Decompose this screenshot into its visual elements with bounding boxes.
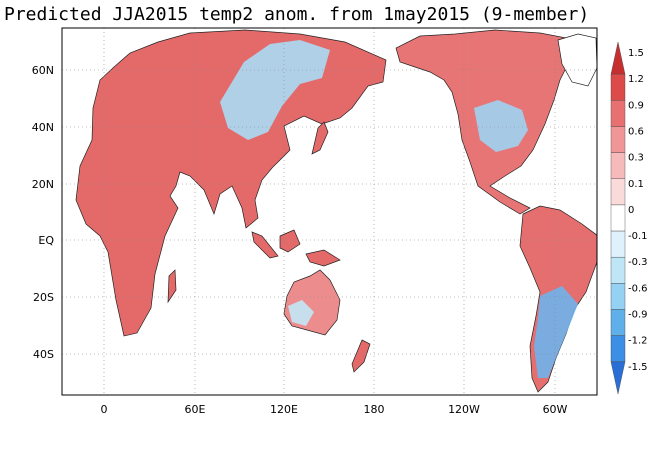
japan xyxy=(311,121,329,155)
colorbar-tick-label: -0.1 xyxy=(628,231,648,242)
us-midwest-cool-anomaly xyxy=(474,100,528,152)
central-asia-cool-anomaly xyxy=(220,40,330,140)
latitude-tick-label: 20S xyxy=(33,291,54,304)
new-guinea xyxy=(305,249,341,267)
longitude-tick-label: 120W xyxy=(448,403,480,416)
latitude-tick-label: 60N xyxy=(32,64,54,77)
colorbar-segment xyxy=(610,152,626,179)
colorbar-tick-label: 0.1 xyxy=(628,179,644,190)
colorbar-tick-label: 0.6 xyxy=(628,126,644,137)
greenland xyxy=(557,33,597,87)
latitude-tick-label: 20N xyxy=(32,178,54,191)
colorbar-segment xyxy=(610,361,626,395)
colorbar-segment xyxy=(610,178,626,206)
map-frame xyxy=(61,27,598,396)
new-zealand xyxy=(351,339,371,373)
borneo xyxy=(279,229,301,253)
colorbar-tick-label: -1.2 xyxy=(628,336,648,347)
colorbar-tick-label: -1.5 xyxy=(628,362,648,373)
colorbar-tick-label: 0.9 xyxy=(628,100,644,111)
longitude-tick-label: 60W xyxy=(543,403,568,416)
latitude-tick-label: EQ xyxy=(38,234,54,247)
colorbar-tick-label: 1.5 xyxy=(628,48,644,59)
colorbar-segment xyxy=(610,204,626,232)
longitude-tick-label: 0 xyxy=(101,403,108,416)
colorbar-segment xyxy=(610,309,626,336)
longitude-labels: 0 60E 120E 180 120W 60W xyxy=(101,403,568,416)
colorbar-segment xyxy=(610,335,626,363)
colorbar-segment xyxy=(610,100,626,127)
latitude-labels: 60N 40N 20N EQ 20S 40S xyxy=(32,64,55,361)
eurasia-africa xyxy=(75,29,387,337)
colorbar-tick-label: -0.9 xyxy=(628,310,648,321)
colorbar-tick-label: 1.2 xyxy=(628,74,644,85)
sumatra xyxy=(251,231,279,259)
latitude-tick-label: 40S xyxy=(33,348,54,361)
southern-south-america-cool-anomaly xyxy=(534,286,578,378)
colorbar: 1.5 1.2 0.9 0.6 0.3 0.1 0 -0.1 -0.3 -0.6 -0.9 -1.2 -… xyxy=(610,41,648,395)
colorbar-segment xyxy=(610,257,626,284)
map-title: Predicted JJA2015 temp2 anom. from 1may2… xyxy=(4,4,590,25)
colorbar-segment xyxy=(610,230,626,258)
longitude-tick-label: 120E xyxy=(270,403,298,416)
colorbar-tick-label: -0.3 xyxy=(628,257,648,268)
longitude-tick-label: 180 xyxy=(364,403,385,416)
colorbar-tick-label: -0.6 xyxy=(628,283,648,294)
colorbar-tick-label: 0 xyxy=(628,205,634,216)
colorbar-segment xyxy=(610,283,626,310)
landmasses xyxy=(75,29,597,393)
longitude-tick-label: 60E xyxy=(185,403,206,416)
map-panel: 0 60E 120E 180 120W 60W 60N 40N 20N EQ 20S 40S xyxy=(32,27,598,416)
colorbar-tick-label: 0.3 xyxy=(628,153,644,164)
madagascar xyxy=(167,269,177,304)
colorbar-segment xyxy=(610,41,626,75)
colorbar-segment xyxy=(610,73,626,101)
colorbar-segment xyxy=(610,126,626,153)
western-australia-cool-anomaly xyxy=(288,300,314,326)
latitude-tick-label: 40N xyxy=(32,121,54,134)
